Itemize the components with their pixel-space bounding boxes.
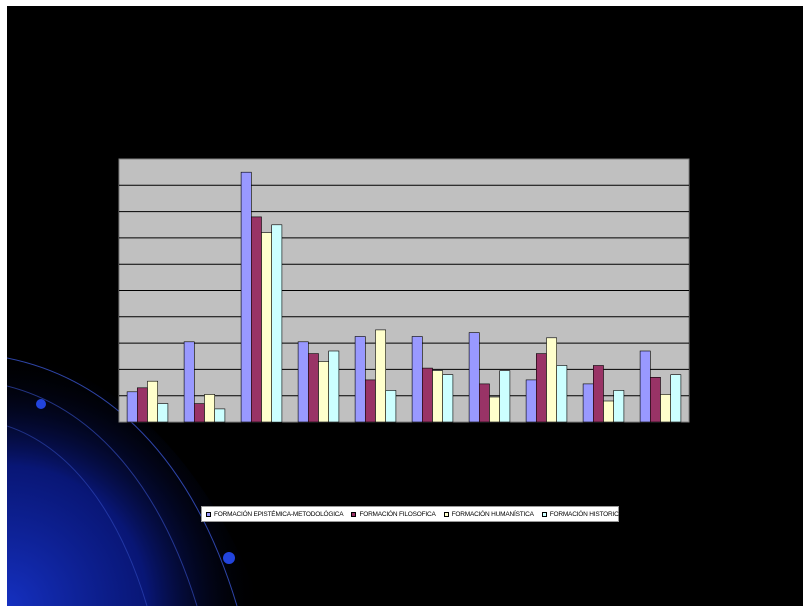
bar-chart: [7, 158, 690, 606]
slide: FORMACIÓN EPISTÉMICA-METODOLÓGICA FORMAC…: [7, 6, 803, 606]
bar: [271, 224, 283, 423]
legend-label: FORMACIÓN HISTORICA: [549, 510, 623, 518]
decoration-dot: [36, 399, 46, 409]
legend-label: FORMACIÓN FILOSOFICA: [359, 510, 436, 518]
bar: [328, 350, 340, 423]
bar: [421, 367, 433, 423]
bar: [194, 403, 205, 423]
decoration-line: [7, 385, 198, 606]
bar: [385, 390, 397, 423]
bar: [442, 374, 454, 423]
legend-label: FORMACIÓN EPISTÉMICA-METODOLÓGICA: [214, 510, 344, 518]
bar: [660, 394, 671, 423]
bar: [582, 383, 594, 423]
bar: [603, 400, 614, 423]
bar: [364, 379, 376, 423]
legend-swatch: [541, 511, 547, 517]
bar: [147, 380, 158, 423]
legend: FORMACIÓN EPISTÉMICA-METODOLÓGICA FORMAC…: [201, 506, 623, 522]
bar: [468, 332, 480, 423]
legend-swatch: [351, 511, 357, 517]
bar: [525, 379, 537, 423]
decoration-line: [7, 357, 238, 606]
bar: [478, 383, 490, 423]
bar: [432, 370, 443, 423]
bar: [613, 390, 625, 423]
bar: [546, 337, 557, 423]
bar: [183, 341, 195, 423]
bar: [354, 336, 366, 423]
legend-item: FORMACIÓN EPISTÉMICA-METODOLÓGICA: [206, 510, 344, 518]
decoration-line: [7, 425, 148, 606]
bar: [318, 361, 329, 423]
bar: [649, 376, 661, 423]
bar: [556, 365, 568, 423]
legend-item: FORMACIÓN FILOSOFICA: [351, 510, 436, 518]
background-decoration: [7, 351, 262, 606]
bar: [489, 396, 500, 423]
bar: [137, 387, 148, 423]
bar: [499, 370, 511, 423]
legend-item: FORMACIÓN HISTORICA: [541, 510, 623, 518]
legend-swatch: [206, 511, 211, 517]
bar: [307, 353, 319, 423]
bar: [157, 403, 169, 423]
bar: [592, 365, 604, 423]
bar: [375, 329, 386, 423]
bar: [251, 216, 262, 423]
decoration-dot: [223, 552, 235, 564]
bars: [126, 171, 682, 423]
bar: [670, 374, 682, 423]
bar: [214, 408, 226, 423]
bar: [261, 232, 272, 423]
bar: [204, 394, 215, 423]
bar: [639, 350, 651, 423]
legend-label: FORMACIÓN HUMANÍSTICA: [451, 510, 534, 518]
bar: [535, 353, 547, 423]
bar: [297, 341, 309, 423]
bar: [240, 171, 252, 423]
legend-item: FORMACIÓN HUMANÍSTICA: [443, 510, 534, 518]
bar: [411, 336, 423, 423]
bar: [126, 391, 138, 423]
legend-swatch: [443, 511, 449, 517]
